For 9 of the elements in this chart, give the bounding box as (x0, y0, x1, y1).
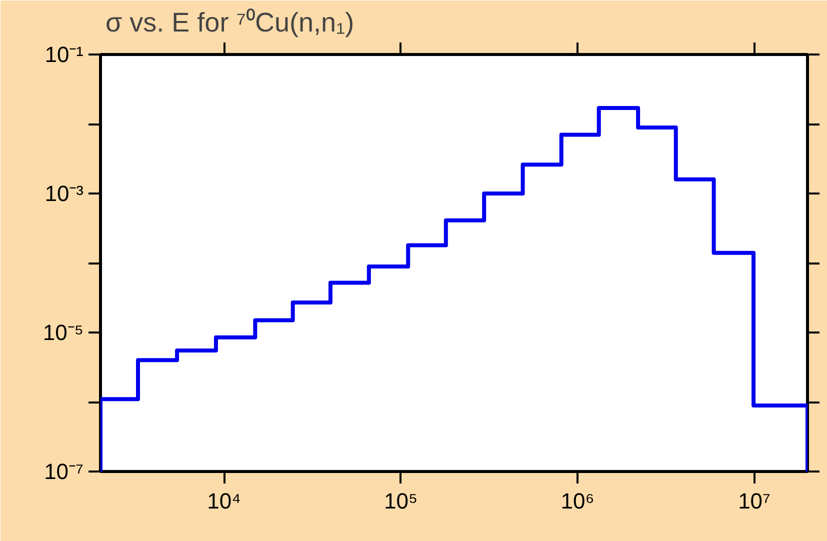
x-tick-label: 10⁷ (738, 488, 771, 514)
y-tick-label: 10⁻⁵ (42, 320, 84, 345)
y-tick-label: 10⁻¹ (44, 42, 84, 67)
x-tick-label: 10⁵ (384, 488, 418, 514)
chart-title: σ vs. E for ⁷⁰Cu(n,n₁) (106, 8, 354, 38)
x-tick-label: 10⁴ (207, 488, 242, 514)
x-tick-label: 10⁶ (560, 488, 594, 514)
y-tick-label: 10⁻³ (44, 181, 84, 206)
y-tick-label: 10⁻⁷ (44, 459, 84, 484)
